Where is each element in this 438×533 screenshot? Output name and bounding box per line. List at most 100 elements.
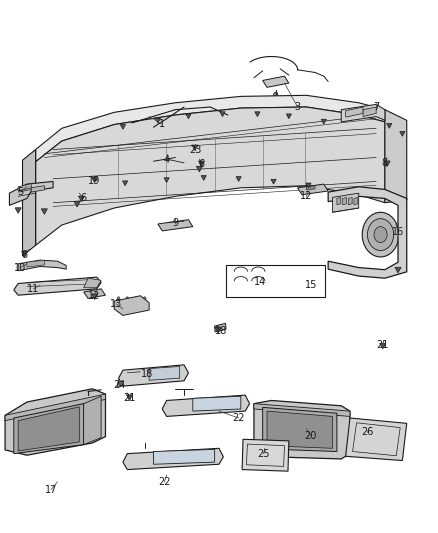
Circle shape <box>117 308 120 311</box>
Polygon shape <box>22 150 35 256</box>
Polygon shape <box>321 119 326 124</box>
Polygon shape <box>198 161 205 166</box>
Polygon shape <box>120 125 126 130</box>
Polygon shape <box>114 296 149 316</box>
Text: 20: 20 <box>304 431 317 441</box>
Polygon shape <box>84 396 101 445</box>
Circle shape <box>135 297 138 300</box>
Circle shape <box>126 302 129 305</box>
Circle shape <box>117 297 120 300</box>
Polygon shape <box>119 365 188 386</box>
Text: 25: 25 <box>257 449 270 458</box>
Text: 12: 12 <box>88 290 101 301</box>
Circle shape <box>93 425 96 429</box>
Polygon shape <box>400 132 405 136</box>
Polygon shape <box>384 161 390 166</box>
Text: 22: 22 <box>158 477 171 487</box>
Text: 8: 8 <box>382 158 388 168</box>
Text: 1: 1 <box>159 119 165 129</box>
Circle shape <box>374 227 387 243</box>
Polygon shape <box>385 110 407 203</box>
Polygon shape <box>263 407 337 451</box>
Text: 24: 24 <box>113 379 126 390</box>
Polygon shape <box>14 403 84 454</box>
Text: 5: 5 <box>17 187 24 197</box>
Polygon shape <box>15 208 21 213</box>
Text: 6: 6 <box>198 159 205 169</box>
Polygon shape <box>41 209 47 214</box>
Text: 13: 13 <box>110 298 123 309</box>
Polygon shape <box>18 183 31 191</box>
Text: 23: 23 <box>189 144 201 155</box>
Polygon shape <box>380 343 386 349</box>
Polygon shape <box>236 176 241 181</box>
Polygon shape <box>164 177 169 182</box>
Polygon shape <box>343 197 346 205</box>
Polygon shape <box>341 104 385 122</box>
Polygon shape <box>92 294 98 300</box>
Polygon shape <box>215 327 221 333</box>
Polygon shape <box>346 418 407 461</box>
Polygon shape <box>118 381 122 387</box>
Circle shape <box>367 219 394 251</box>
Polygon shape <box>297 184 328 195</box>
Polygon shape <box>5 394 106 421</box>
Polygon shape <box>35 107 385 245</box>
FancyBboxPatch shape <box>226 265 325 297</box>
Polygon shape <box>18 260 66 271</box>
Circle shape <box>93 437 96 441</box>
Polygon shape <box>27 260 44 267</box>
Polygon shape <box>332 193 359 212</box>
Polygon shape <box>127 395 133 400</box>
Circle shape <box>144 297 146 300</box>
Polygon shape <box>201 175 206 180</box>
Circle shape <box>93 418 96 423</box>
Circle shape <box>274 92 278 98</box>
Text: 4: 4 <box>163 155 170 165</box>
Text: 3: 3 <box>294 102 300 112</box>
Polygon shape <box>78 196 85 201</box>
Text: 8: 8 <box>21 250 28 260</box>
Polygon shape <box>271 179 276 184</box>
Polygon shape <box>123 448 223 470</box>
Polygon shape <box>387 124 392 128</box>
Circle shape <box>126 297 129 300</box>
Polygon shape <box>306 185 315 190</box>
Text: 17: 17 <box>45 485 57 495</box>
Polygon shape <box>84 289 106 298</box>
Text: 14: 14 <box>254 278 267 287</box>
Text: 22: 22 <box>233 413 245 423</box>
Polygon shape <box>155 118 160 123</box>
Polygon shape <box>18 407 79 451</box>
Polygon shape <box>254 400 350 459</box>
Polygon shape <box>84 278 101 288</box>
Polygon shape <box>162 395 250 416</box>
Polygon shape <box>31 185 44 192</box>
Polygon shape <box>21 252 28 257</box>
Circle shape <box>117 302 120 305</box>
Polygon shape <box>35 95 385 162</box>
Polygon shape <box>14 277 101 295</box>
Circle shape <box>126 308 129 311</box>
Polygon shape <box>158 220 193 231</box>
Polygon shape <box>153 449 215 464</box>
Polygon shape <box>363 107 376 117</box>
Polygon shape <box>263 76 289 87</box>
Circle shape <box>362 212 399 257</box>
Polygon shape <box>74 201 80 207</box>
Polygon shape <box>215 324 226 332</box>
Polygon shape <box>395 267 401 273</box>
Circle shape <box>93 403 96 408</box>
Text: 7: 7 <box>373 102 379 112</box>
Polygon shape <box>196 166 202 172</box>
Polygon shape <box>354 197 358 205</box>
Text: 16: 16 <box>392 227 404 237</box>
Text: 10: 10 <box>14 263 26 272</box>
Polygon shape <box>255 112 260 117</box>
Circle shape <box>144 302 146 305</box>
Polygon shape <box>346 107 363 117</box>
Polygon shape <box>267 411 332 448</box>
Circle shape <box>135 302 138 305</box>
Text: 21: 21 <box>377 340 389 350</box>
Text: 9: 9 <box>172 218 178 228</box>
